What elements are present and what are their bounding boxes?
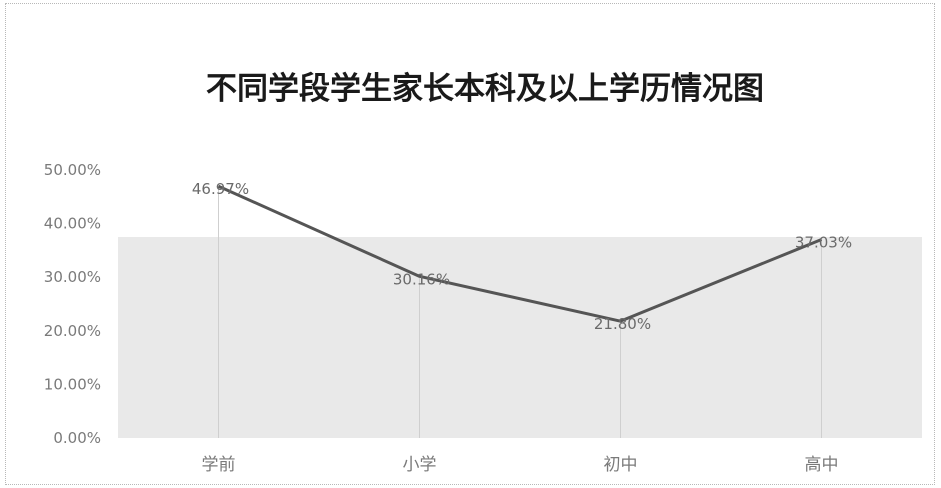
x-tick-label: 学前 (202, 455, 236, 475)
plot-area (118, 237, 922, 438)
x-tick-label: 小学 (403, 455, 437, 475)
x-tick-label: 初中 (604, 455, 638, 475)
chart-frame (5, 3, 935, 485)
data-label: 21.80% (594, 315, 651, 333)
y-tick-label: 30.00% (44, 268, 101, 286)
drop-lines (218, 186, 822, 438)
data-label: 30.16% (393, 270, 450, 288)
data-label: 46.97% (192, 180, 249, 198)
data-label: 37.03% (795, 234, 852, 252)
plot-area-fill (118, 237, 922, 438)
x-tick-label: 高中 (805, 455, 839, 475)
y-tick-label: 20.00% (44, 322, 101, 340)
chart-title: 不同学段学生家长本科及以上学历情况图 (206, 71, 764, 107)
y-tick-label: 50.00% (44, 161, 101, 179)
series-line (217, 184, 823, 323)
y-tick-label: 0.00% (53, 429, 101, 447)
data-labels: 46.97% 30.16% 21.80% 37.03% (192, 180, 852, 333)
x-axis: 学前 小学 初中 高中 (202, 455, 839, 475)
y-tick-label: 40.00% (44, 215, 101, 233)
series-line-group (217, 184, 823, 323)
y-tick-label: 10.00% (44, 375, 101, 393)
y-axis: 0.00% 10.00% 20.00% 30.00% 40.00% 50.00% (44, 161, 101, 447)
